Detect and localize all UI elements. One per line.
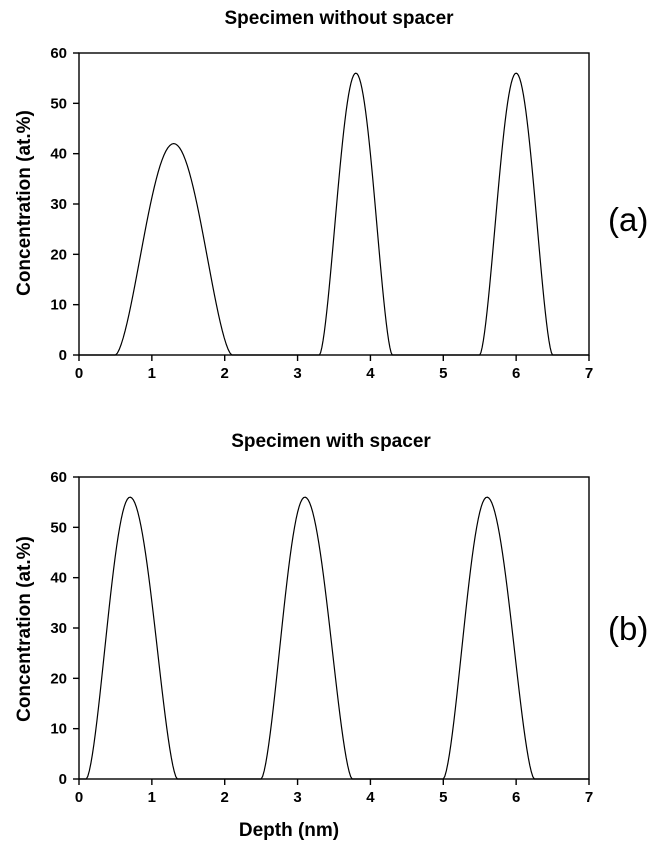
x-tick-label: 3 — [293, 365, 301, 382]
x-tick-label: 1 — [148, 789, 156, 806]
y-tick-label: 30 — [50, 196, 67, 213]
x-tick-label: 0 — [75, 365, 83, 382]
plot-frame-b — [78, 476, 590, 780]
x-tick-label: 6 — [512, 365, 520, 382]
x-tick-label: 2 — [221, 365, 229, 382]
y-tick-label: 40 — [50, 146, 67, 163]
x-tick-label: 4 — [366, 789, 375, 806]
y-tick-label: 10 — [50, 297, 67, 314]
chart-title-b: Specimen with spacer — [231, 431, 431, 452]
curves-b — [79, 496, 589, 780]
curves-a — [79, 72, 589, 356]
plot-frame-a — [78, 52, 590, 356]
x-tick-label: 0 — [75, 789, 83, 806]
panel-label-a: (a) — [608, 201, 648, 238]
y-tick-label: 0 — [59, 347, 67, 364]
x-tick-label: 5 — [439, 789, 447, 806]
chart-panel-a: Specimen without spacer Concentration (a… — [14, 8, 648, 382]
x-tick-label: 7 — [585, 789, 593, 806]
y-tick-label: 40 — [50, 570, 67, 587]
y-tick-label: 20 — [50, 246, 67, 263]
x-tick-label: 3 — [293, 789, 301, 806]
x-tick-label: 1 — [148, 365, 156, 382]
y-axis-label-b: Concentration (at.%) — [14, 536, 35, 722]
y-tick-label: 60 — [50, 45, 67, 62]
x-tick-label: 5 — [439, 365, 447, 382]
x-tick-label: 7 — [585, 365, 593, 382]
x-axis-label-b: Depth (nm) — [239, 820, 339, 841]
concentration-curve-a — [79, 72, 589, 356]
x-tick-label: 6 — [512, 789, 520, 806]
y-tick-label: 0 — [59, 771, 67, 788]
y-tick-label: 10 — [50, 721, 67, 738]
chart-panel-b: Specimen with spacer Concentration (at.%… — [14, 431, 648, 841]
chart-title-a: Specimen without spacer — [224, 8, 454, 29]
y-ticks-a: 0 10 20 30 40 50 60 — [50, 45, 79, 364]
y-tick-label: 20 — [50, 670, 67, 687]
y-tick-label: 50 — [50, 519, 67, 536]
x-ticks-a: 0 1 2 3 4 5 6 7 — [75, 355, 593, 382]
panel-label-b: (b) — [608, 610, 648, 647]
y-axis-label-a: Concentration (at.%) — [14, 110, 35, 296]
x-tick-label: 2 — [221, 789, 229, 806]
y-tick-label: 50 — [50, 95, 67, 112]
x-ticks-b: 0 1 2 3 4 5 6 7 — [75, 779, 593, 806]
concentration-curve-b — [79, 496, 589, 780]
x-tick-label: 4 — [366, 365, 375, 382]
y-tick-label: 30 — [50, 620, 67, 637]
y-ticks-b: 0 10 20 30 40 50 60 — [50, 469, 79, 788]
y-tick-label: 60 — [50, 469, 67, 486]
